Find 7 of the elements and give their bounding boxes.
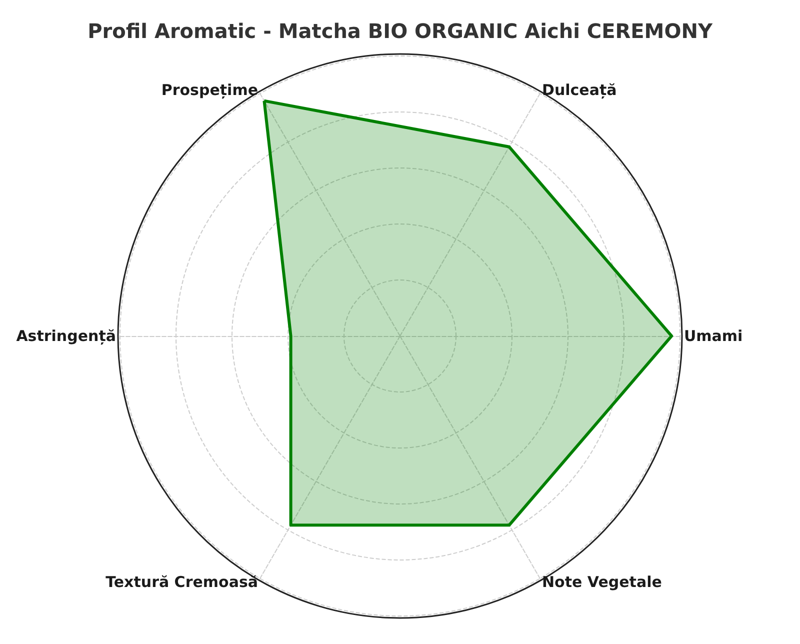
spoke-label: Prospețime [161, 81, 258, 100]
spoke-label: Dulceață [542, 81, 617, 100]
spoke-label: Note Vegetale [542, 572, 662, 591]
spoke-label: Astringență [16, 327, 116, 345]
spoke-label: Textură Cremoasă [106, 572, 258, 591]
chart-title: Profil Aromatic - Matcha BIO ORGANIC Aichi CEREMONY [88, 19, 713, 43]
spoke-label: Umami [684, 327, 743, 345]
